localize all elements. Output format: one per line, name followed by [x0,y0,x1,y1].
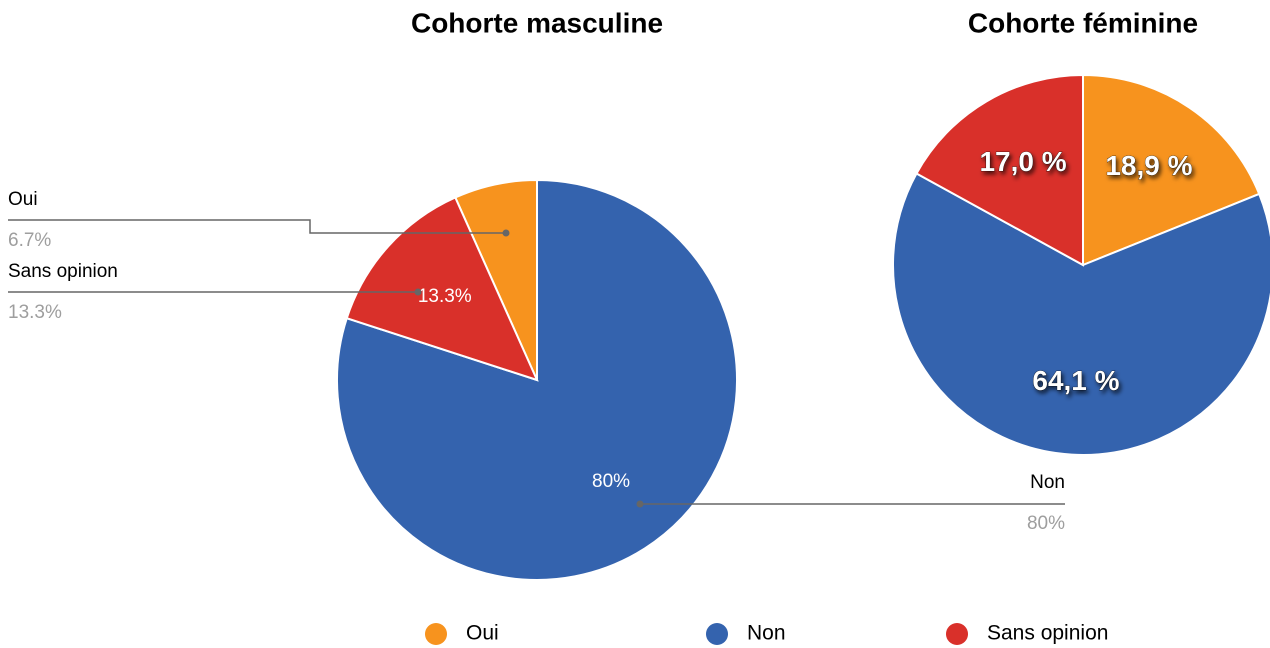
callout-dot [502,229,510,237]
data-label: 80% [592,471,630,492]
callout-value: 13.3% [8,302,62,323]
data-label: 13.3% [418,286,472,307]
pie-slice [915,73,1084,267]
pie-slice [1082,73,1261,267]
callout-value: 6.7% [8,230,51,251]
callout-line [8,219,506,234]
legend-label: Oui [466,622,499,645]
legend-label: Non [747,622,786,645]
pie-slice [892,172,1270,456]
callout-name: Non [1030,472,1065,493]
data-label: 17,0 % [979,146,1066,177]
data-label: 64,1 % [1032,365,1119,396]
callout-value: 80% [1027,513,1065,534]
legend-marker [425,623,447,645]
callout-name: Oui [8,189,38,210]
legend-marker [706,623,728,645]
legend-marker [946,623,968,645]
callout-name: Sans opinion [8,261,118,282]
chart-title: Cohorte masculine [411,7,663,38]
callout-dot [414,288,422,296]
callout-dot [636,500,644,508]
pie-slice [345,196,539,382]
legend-label: Sans opinion [987,622,1108,645]
chart-title: Cohorte féminine [968,7,1198,38]
data-label: 18,9 % [1105,150,1192,181]
